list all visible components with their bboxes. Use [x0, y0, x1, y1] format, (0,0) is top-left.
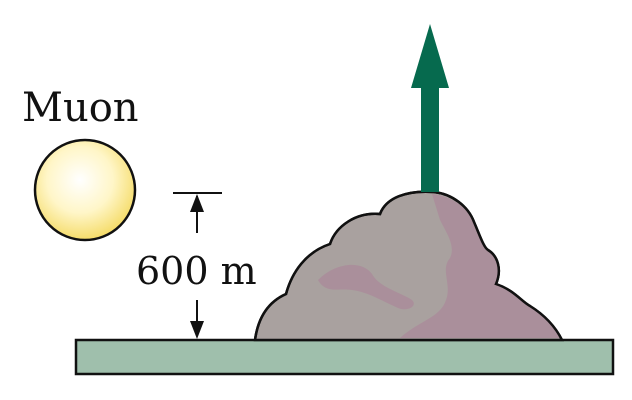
mountain-outline: [253, 190, 564, 341]
muon-label: Muon: [22, 85, 139, 131]
upward-arrow-icon: [411, 24, 449, 192]
ground: [74, 338, 615, 376]
mountain-icon: [253, 190, 565, 342]
height-label: 600 m: [136, 249, 257, 293]
mountain-patch: [318, 264, 414, 310]
height-up-arrow-icon: [190, 194, 204, 212]
height-dimension: [173, 192, 222, 339]
height-down-arrow-icon: [190, 321, 204, 339]
mountain-shadow: [400, 194, 561, 338]
arrow-head: [411, 24, 449, 88]
arrow-shaft: [421, 84, 439, 192]
muon-sphere-icon: [33, 138, 137, 242]
